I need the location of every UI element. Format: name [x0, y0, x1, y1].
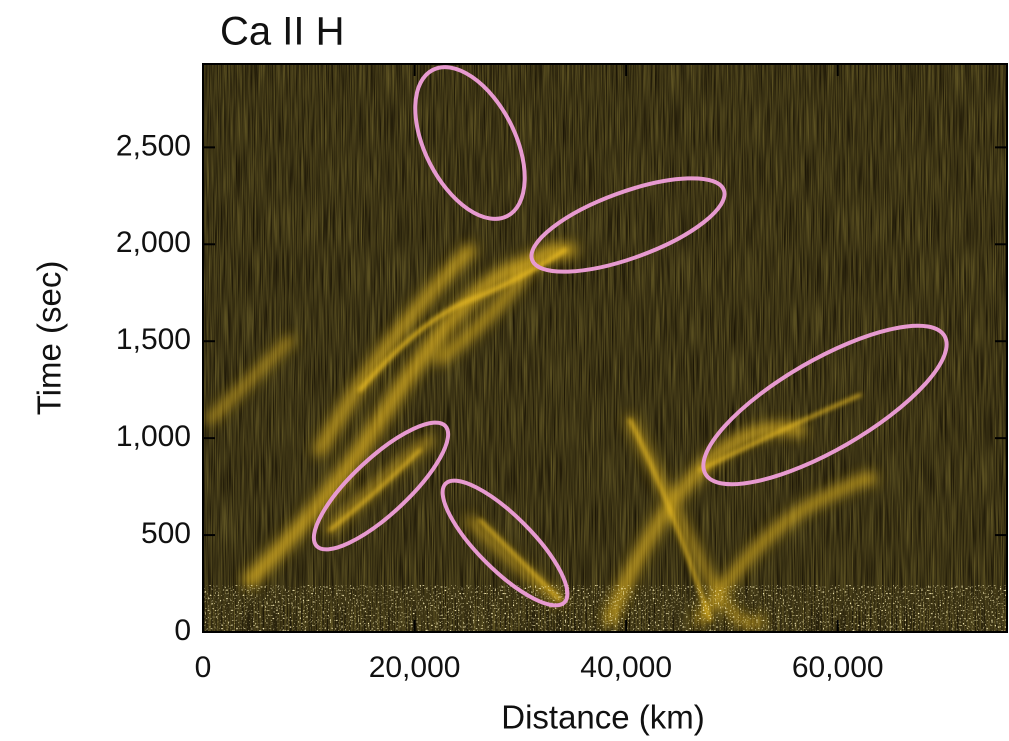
- y-tick-label: 2,000: [116, 226, 191, 259]
- image: [203, 64, 1007, 632]
- y-tick-label: 2,500: [116, 129, 191, 162]
- chart-title: Ca II H: [220, 10, 344, 54]
- y-tick-label: 0: [174, 614, 191, 647]
- x-tick-label: 40,000: [580, 651, 672, 684]
- x-tick-label: 0: [195, 651, 212, 684]
- y-axis-label: Time (sec): [31, 261, 68, 416]
- annotation-ellipse: [440, 478, 570, 608]
- y-tick-label: 1,000: [116, 420, 191, 453]
- y-tick-label: 1,500: [116, 323, 191, 356]
- plot-frame: [202, 63, 1008, 633]
- annotation-ellipse: [413, 65, 527, 221]
- y-tick-label: 500: [141, 517, 191, 550]
- annotation-ellipse: [529, 176, 727, 274]
- annotations: [311, 65, 949, 608]
- x-tick-label: 20,000: [369, 651, 461, 684]
- annotation-ellipse: [311, 420, 451, 552]
- x-axis-label: Distance (km): [501, 699, 705, 736]
- annotation-ellipse: [701, 323, 949, 487]
- x-tick-label: 60,000: [792, 651, 884, 684]
